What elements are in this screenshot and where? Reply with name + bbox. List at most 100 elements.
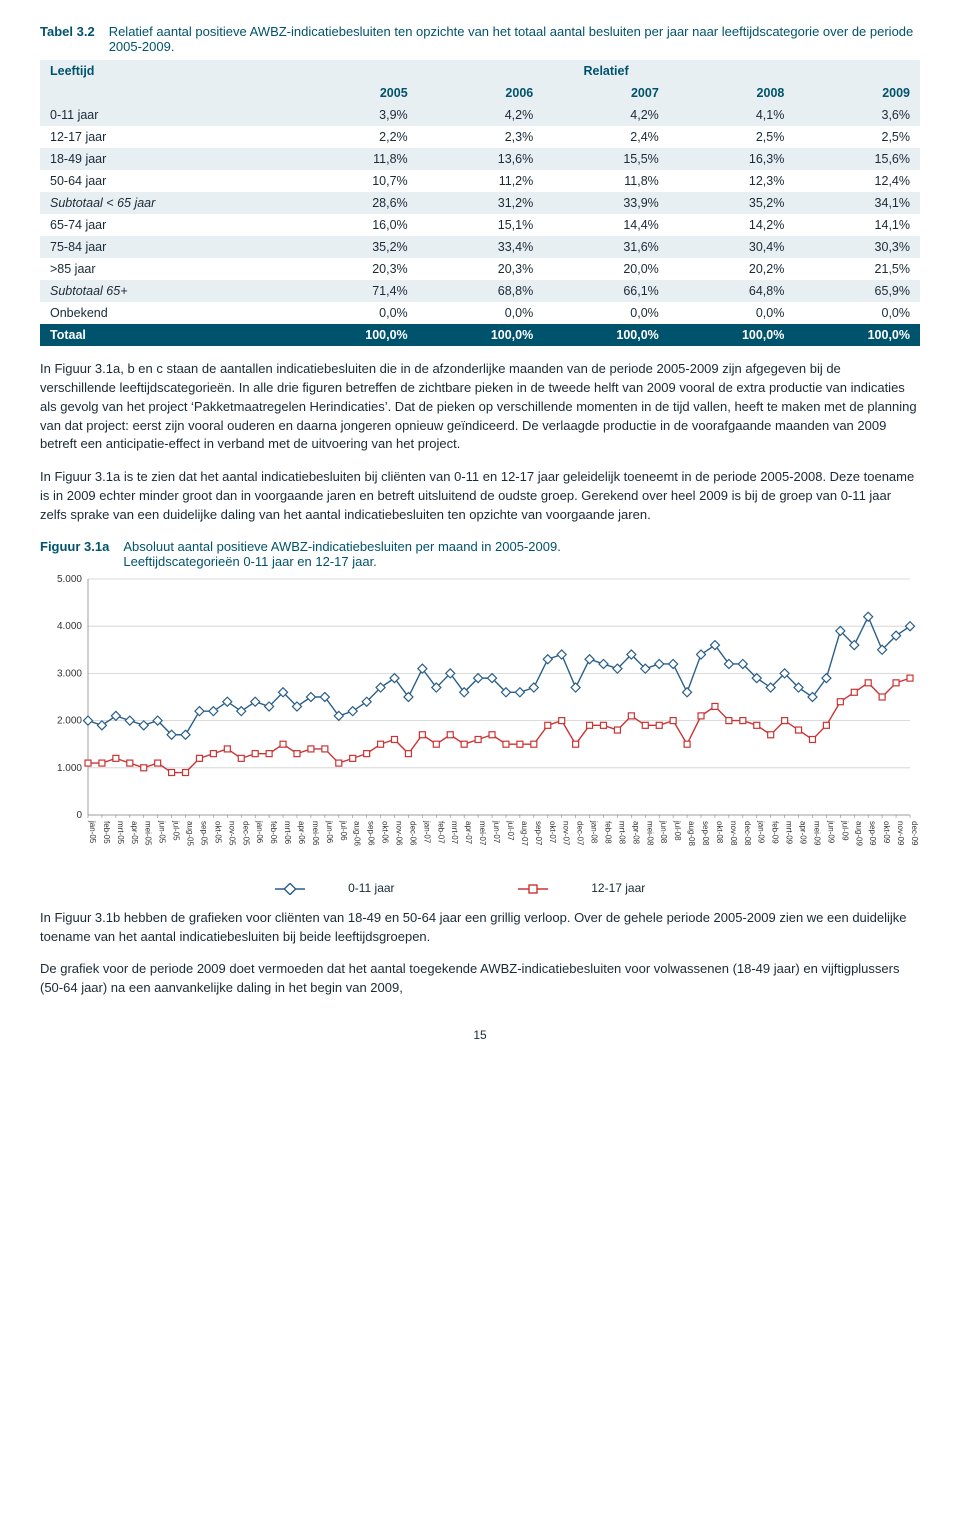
svg-text:sep-09: sep-09 [868,821,877,846]
cell-value: 11,2% [418,170,544,192]
cell-value: 20,3% [418,258,544,280]
cell-value: 0,0% [669,302,795,324]
col-header-relatief: Relatief [292,60,920,82]
row-label: 0-11 jaar [40,104,292,126]
line-chart: 01.0002.0003.0004.0005.000jan-05feb-05mr… [40,573,920,873]
svg-text:jul-08: jul-08 [673,820,682,841]
svg-text:mei-07: mei-07 [478,821,487,846]
svg-text:apr-05: apr-05 [130,821,139,845]
figure-number: Figuur 3.1a [40,539,109,569]
cell-value: 0,0% [418,302,544,324]
cell-value: 0,0% [794,302,920,324]
cell-value: 2,5% [794,126,920,148]
svg-text:mrt-08: mrt-08 [617,821,626,845]
svg-text:dec-06: dec-06 [408,821,417,846]
cell-value: 68,8% [418,280,544,302]
svg-text:nov-09: nov-09 [896,821,905,846]
svg-text:mei-06: mei-06 [311,821,320,846]
cell-value: 20,2% [669,258,795,280]
svg-text:okt-08: okt-08 [715,821,724,844]
cell-value: 28,6% [292,192,418,214]
cell-value: 31,6% [543,236,669,258]
svg-text:okt-09: okt-09 [882,821,891,844]
svg-text:sep-07: sep-07 [534,821,543,846]
svg-text:nov-06: nov-06 [395,821,404,846]
table-row: 12-17 jaar2,2%2,3%2,4%2,5%2,5% [40,126,920,148]
cell-value: 11,8% [292,148,418,170]
cell-value: 3,9% [292,104,418,126]
cell-value: 35,2% [669,192,795,214]
svg-text:okt-06: okt-06 [381,821,390,844]
cell-value: 2,3% [418,126,544,148]
cell-value: 66,1% [543,280,669,302]
cell-value: 12,3% [669,170,795,192]
svg-text:jun-05: jun-05 [158,820,167,844]
table-row: 75-84 jaar35,2%33,4%31,6%30,4%30,3% [40,236,920,258]
svg-text:jun-07: jun-07 [492,820,501,844]
table-row: Subtotaal < 65 jaar28,6%31,2%33,9%35,2%3… [40,192,920,214]
cell-value: 16,0% [292,214,418,236]
svg-text:aug-08: aug-08 [687,821,696,846]
cell-value: 3,6% [794,104,920,126]
cell-value: 100,0% [794,324,920,346]
row-label: Subtotaal < 65 jaar [40,192,292,214]
figure-caption-sub: Leeftijdscategorieën 0-11 jaar en 12-17 … [123,554,376,569]
svg-text:jan-06: jan-06 [255,820,264,844]
data-table: Leeftijd Relatief 20052006200720082009 0… [40,60,920,346]
svg-text:jul-06: jul-06 [339,820,348,841]
legend-label: 12-17 jaar [591,881,645,895]
cell-value: 33,9% [543,192,669,214]
cell-value: 14,2% [669,214,795,236]
cell-value: 20,3% [292,258,418,280]
svg-text:5.000: 5.000 [57,574,82,585]
cell-value: 21,5% [794,258,920,280]
svg-text:dec-09: dec-09 [910,821,919,846]
svg-text:feb-07: feb-07 [436,821,445,844]
row-label: 12-17 jaar [40,126,292,148]
svg-text:dec-07: dec-07 [576,821,585,846]
figure-caption-main: Absoluut aantal positieve AWBZ-indicatie… [123,539,560,554]
svg-text:jun-06: jun-06 [325,820,334,844]
cell-value: 15,5% [543,148,669,170]
svg-text:mrt-07: mrt-07 [450,821,459,845]
svg-text:aug-09: aug-09 [854,821,863,846]
cell-value: 20,0% [543,258,669,280]
cell-value: 100,0% [543,324,669,346]
svg-text:feb-06: feb-06 [269,821,278,844]
svg-text:jun-08: jun-08 [659,820,668,844]
cell-value: 0,0% [543,302,669,324]
svg-text:aug-06: aug-06 [353,821,362,846]
table-title: Tabel 3.2 Relatief aantal positieve AWBZ… [40,24,920,54]
svg-text:3.000: 3.000 [57,668,82,679]
cell-value: 30,4% [669,236,795,258]
svg-text:dec-05: dec-05 [241,821,250,846]
cell-value: 2,2% [292,126,418,148]
year-header: 2005 [292,82,418,104]
svg-text:nov-07: nov-07 [562,821,571,846]
page-number: 15 [40,1028,920,1042]
cell-value: 64,8% [669,280,795,302]
cell-value: 13,6% [418,148,544,170]
table-row: 18-49 jaar11,8%13,6%15,5%16,3%15,6% [40,148,920,170]
cell-value: 34,1% [794,192,920,214]
svg-text:aug-05: aug-05 [186,821,195,846]
table-row: >85 jaar20,3%20,3%20,0%20,2%21,5% [40,258,920,280]
svg-text:mrt-09: mrt-09 [785,821,794,845]
svg-text:nov-05: nov-05 [227,821,236,846]
svg-text:apr-09: apr-09 [799,821,808,845]
svg-text:4.000: 4.000 [57,621,82,632]
svg-text:jun-09: jun-09 [826,820,835,844]
svg-text:mei-05: mei-05 [144,821,153,846]
svg-text:aug-07: aug-07 [520,821,529,846]
svg-text:apr-07: apr-07 [464,821,473,845]
col-header-leeftijd: Leeftijd [40,60,292,82]
cell-value: 14,1% [794,214,920,236]
table-row: 50-64 jaar10,7%11,2%11,8%12,3%12,4% [40,170,920,192]
svg-text:jul-05: jul-05 [172,820,181,841]
body-paragraph: In Figuur 3.1b hebben de grafieken voor … [40,909,920,947]
row-label: Onbekend [40,302,292,324]
body-paragraph: In Figuur 3.1a, b en c staan de aantalle… [40,360,920,454]
cell-value: 71,4% [292,280,418,302]
cell-value: 65,9% [794,280,920,302]
table-row: 0-11 jaar3,9%4,2%4,2%4,1%3,6% [40,104,920,126]
